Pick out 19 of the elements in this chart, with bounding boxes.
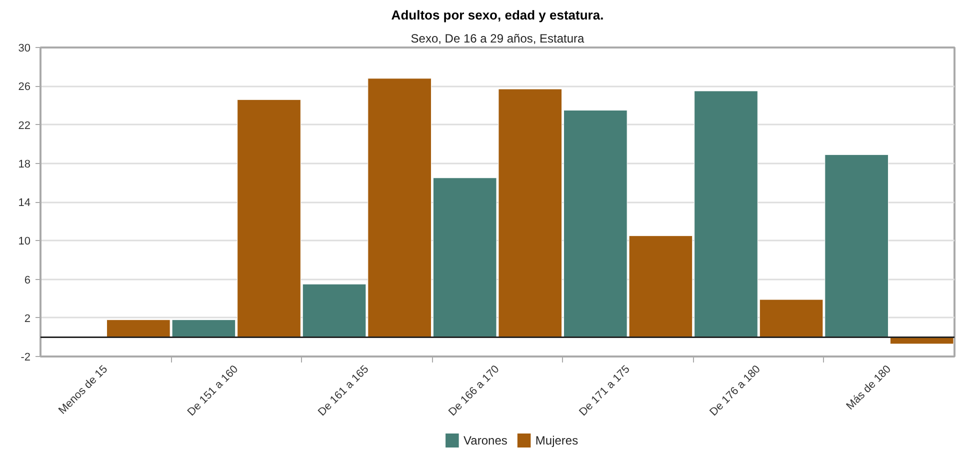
x-tick-label: De 166 a 170 bbox=[446, 363, 502, 418]
y-tick-label: 30 bbox=[18, 42, 31, 54]
y-tick-label: 18 bbox=[18, 158, 31, 170]
chart-subtitle: Sexo, De 16 a 29 años, Estatura bbox=[410, 32, 585, 46]
x-tick-label: De 161 a 165 bbox=[316, 363, 372, 418]
y-tick-label: 6 bbox=[24, 274, 31, 286]
x-tick-label: De 151 a 160 bbox=[185, 363, 241, 418]
y-tick-label: 2 bbox=[24, 312, 31, 325]
x-tick-label: De 171 a 175 bbox=[577, 363, 632, 418]
legend-label: Mujeres bbox=[535, 434, 578, 448]
y-tick-label: -2 bbox=[20, 352, 30, 364]
x-tick-label: De 176 a 180 bbox=[708, 363, 763, 418]
x-tick-label: Más de 180 bbox=[844, 363, 894, 412]
y-tick-label: 10 bbox=[18, 236, 31, 248]
y-tick-label: 26 bbox=[18, 81, 31, 94]
chart-title: Adultos por sexo, edad y estatura. bbox=[391, 8, 604, 22]
y-tick-label: 14 bbox=[18, 197, 31, 209]
y-tick-label: 22 bbox=[18, 120, 31, 132]
legend-label: Varones bbox=[464, 434, 508, 448]
